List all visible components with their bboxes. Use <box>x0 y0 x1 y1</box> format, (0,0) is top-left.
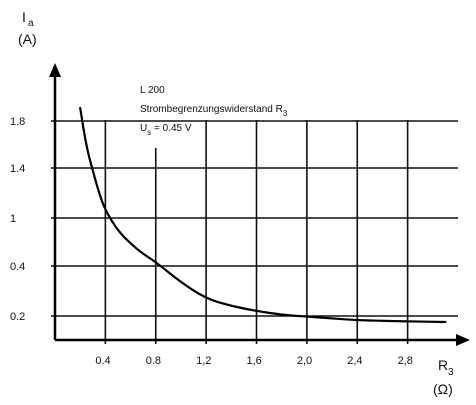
annotation: L 200 Strombegrenzungswiderstand R3 Us =… <box>140 85 288 137</box>
y-tick-label: 1 <box>10 213 16 225</box>
y-axis-title: I a (A) <box>18 9 37 47</box>
x-tick-label: 2,0 <box>297 355 312 367</box>
x-tick-label: 1,2 <box>196 355 211 367</box>
axes <box>49 63 470 346</box>
y-axis-arrow <box>49 63 61 77</box>
y-axis-unit: (A) <box>18 31 37 47</box>
x-tick-label: 0.8 <box>146 355 161 367</box>
y-axis-name-sub: a <box>28 18 34 29</box>
x-tick-label: 0.4 <box>95 355 110 367</box>
x-axis-title: R 3 (Ω) <box>433 357 454 397</box>
x-tick-label: 2,8 <box>398 355 413 367</box>
x-axis-name-sub: 3 <box>448 367 454 378</box>
annotation-line-1: L 200 <box>140 85 165 96</box>
y-tick-label: 1.4 <box>10 163 25 175</box>
series-line <box>79 106 447 324</box>
x-axis-unit: (Ω) <box>433 381 453 397</box>
annotation-line-3: Us = 0.45 V <box>140 123 192 137</box>
x-axis-arrow <box>456 334 470 346</box>
tick-labels: 1.8 1.4 1 0.4 0.2 0.4 0.8 1,2 1,6 2,0 2,4 2,8 <box>10 116 413 367</box>
x-tick-label: 1,6 <box>247 355 262 367</box>
series <box>79 106 447 324</box>
x-tick-label: 2,4 <box>347 355 362 367</box>
y-tick-label: 0.4 <box>10 261 25 273</box>
y-tick-label: 0.2 <box>10 311 25 323</box>
annotation-line-2: Strombegrenzungswiderstand R3 <box>140 104 288 118</box>
x-axis-name: R <box>438 357 448 373</box>
y-tick-label: 1.8 <box>10 116 25 128</box>
y-axis-name: I <box>22 9 26 25</box>
grid <box>51 120 458 344</box>
